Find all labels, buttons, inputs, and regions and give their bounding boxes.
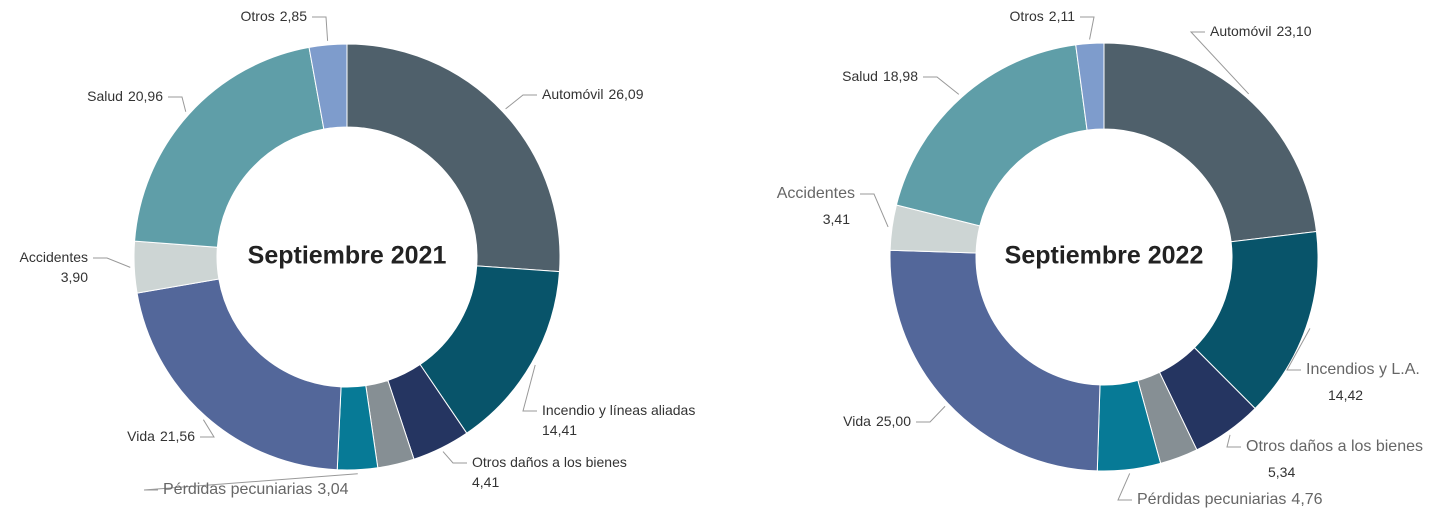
data-label: Salud 18,98: [842, 68, 918, 84]
label-category: Salud: [842, 68, 878, 84]
label-category: Salud: [87, 88, 123, 104]
leader-line: [312, 16, 329, 41]
leader-line: [916, 405, 946, 423]
label-value: 26,09: [608, 86, 643, 102]
label-value: 20,96: [128, 88, 163, 104]
data-label: 4,41: [472, 474, 499, 490]
label-category: Vida: [127, 428, 155, 444]
data-label: Accidentes: [777, 185, 855, 202]
label-category: Automóvil: [542, 86, 603, 102]
label-category: Incendios y L.A.: [1306, 361, 1420, 378]
data-label: Otros daños a los bienes: [472, 454, 627, 470]
label-value: 3,04: [317, 481, 348, 498]
donut-segment: [1103, 42, 1318, 243]
donut-segment: [1075, 42, 1105, 131]
donut-segment: [895, 44, 1088, 227]
label-value: 25,00: [876, 413, 911, 429]
data-label: 3,41: [823, 211, 850, 227]
leader-line: [860, 193, 889, 228]
data-label: 14,42: [1328, 387, 1363, 403]
label-value: 14,41: [542, 422, 577, 438]
label-category: Accidentes: [20, 249, 88, 265]
donut-segment: [308, 43, 348, 130]
label-value: 5,34: [1268, 464, 1295, 480]
data-label: Salud 20,96: [87, 88, 163, 104]
label-category: Incendio y líneas aliadas: [542, 402, 695, 418]
leader-line: [1080, 16, 1095, 40]
label-category: Accidentes: [777, 185, 855, 202]
label-category: Pérdidas pecuniarias: [1137, 491, 1286, 508]
data-label: Automóvil 26,09: [542, 86, 644, 102]
donut-segment: [346, 43, 561, 273]
data-label: Automóvil 23,10: [1210, 23, 1312, 39]
label-value: 23,10: [1276, 23, 1311, 39]
data-label: Vida 25,00: [843, 413, 911, 429]
label-category: Otros: [1010, 8, 1044, 24]
data-label: Pérdidas pecuniarias 4,76: [1137, 491, 1323, 508]
donut-segment: [889, 249, 1101, 472]
label-category: Otros daños a los bienes: [1246, 438, 1423, 455]
leader-line: [168, 96, 187, 112]
label-value: 2,11: [1049, 8, 1075, 24]
leader-line: [505, 94, 537, 110]
donut-segment: [134, 46, 325, 248]
label-category: Otros: [241, 8, 275, 24]
label-value: 3,41: [823, 211, 850, 227]
label-category: Otros daños a los bienes: [472, 454, 627, 470]
label-category: Automóvil: [1210, 23, 1271, 39]
leader-line: [1226, 434, 1241, 448]
data-label: Otros daños a los bienes: [1246, 438, 1423, 455]
chart-title: Septiembre 2022: [1005, 242, 1204, 270]
leader-line: [93, 257, 131, 268]
data-label: 14,41: [542, 422, 577, 438]
leader-line: [1286, 328, 1311, 371]
donut-segment: [136, 278, 342, 471]
data-label: 3,90: [61, 269, 88, 285]
data-label: 5,34: [1268, 464, 1295, 480]
label-value: 2,85: [280, 8, 307, 24]
label-value: 4,41: [472, 474, 499, 490]
leader-line: [923, 76, 960, 95]
data-label: Incendios y L.A.: [1306, 361, 1420, 378]
leader-line: [143, 473, 358, 491]
data-label: Pérdidas pecuniarias 3,04: [163, 481, 349, 498]
leader-line: [1117, 473, 1132, 501]
leader-line: [1189, 31, 1250, 95]
leader-line: [200, 419, 215, 438]
leader-line: [442, 451, 467, 464]
label-value: 3,90: [61, 269, 88, 285]
data-label: Otros 2,11: [1010, 8, 1076, 24]
label-value: 18,98: [883, 68, 918, 84]
label-value: 4,76: [1291, 491, 1322, 508]
data-label: Accidentes: [20, 249, 88, 265]
leader-line: [522, 364, 537, 412]
chart-title: Septiembre 2021: [248, 242, 447, 270]
data-label: Incendio y líneas aliadas: [542, 402, 695, 418]
label-category: Vida: [843, 413, 871, 429]
label-value: 21,56: [160, 428, 195, 444]
label-category: Pérdidas pecuniarias: [163, 481, 312, 498]
label-value: 14,42: [1328, 387, 1363, 403]
data-label: Vida 21,56: [127, 428, 195, 444]
data-label: Otros 2,85: [241, 8, 308, 24]
